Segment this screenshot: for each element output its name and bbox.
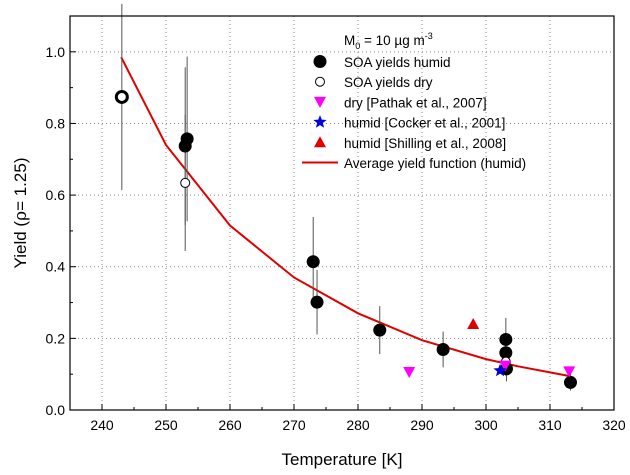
legend-symbol-open-circle	[315, 76, 325, 87]
marker-layer	[114, 89, 577, 389]
legend-symbol-filled-circle	[313, 55, 327, 68]
data-point-down-triangle	[499, 360, 512, 372]
data-point-filled-circle	[310, 295, 324, 309]
y-axis-title: Yield (ρ= 1.25)	[11, 158, 31, 269]
legend-label: SOA yields humid	[344, 55, 451, 70]
legend-symbol-down-triangle	[314, 96, 326, 108]
legend-entries: SOA yields humid SOA yields dry dry [Patha…	[302, 55, 526, 171]
y-axis-title-prefix: Yield (	[11, 221, 30, 269]
x-tick-label: 260	[218, 417, 242, 433]
y-tick-label: 0.0	[46, 402, 66, 418]
y-axis-title-suffix: = 1.25)	[11, 158, 30, 211]
x-tick-label: 320	[602, 417, 626, 433]
legend-label: SOA yields dry	[344, 75, 433, 90]
data-point-down-triangle	[563, 366, 576, 378]
data-point-star	[493, 363, 507, 377]
y-tick-label: 0.8	[46, 115, 66, 131]
x-tick-label: 240	[90, 417, 114, 433]
x-tick-label: 290	[410, 417, 434, 433]
y-tick-label: 1.0	[46, 44, 66, 60]
legend-header-rest: = 10 µg m	[360, 33, 424, 48]
ticks	[69, 15, 615, 411]
legend-symbol-star	[313, 115, 327, 128]
data-point-filled-circle	[436, 342, 450, 356]
legend-symbol-up-triangle	[314, 136, 326, 148]
data-point-up-triangle	[467, 318, 480, 330]
x-tick-label: 250	[154, 417, 178, 433]
legend-header: M0 = 10 µg m-3	[344, 31, 433, 51]
legend-label: dry [Pathak et al., 2007]	[344, 95, 487, 110]
legend-header-sup: -3	[425, 31, 433, 41]
grid	[70, 16, 614, 410]
data-point-filled-circle	[373, 323, 387, 337]
y-axis-title-rho: ρ	[11, 211, 31, 221]
legend-header-sub: 0	[355, 41, 360, 51]
x-tick-label: 270	[282, 417, 306, 433]
legend-label: humid [Shilling et al., 2008]	[344, 136, 506, 151]
data-point-filled-circle	[563, 375, 577, 389]
x-tick-label: 280	[346, 417, 370, 433]
legend-header-main: M	[344, 33, 355, 48]
tick-labels: 240 250 260 270 280 290 300 310 320 0.0 0.2 0.4 0.6 0…	[46, 44, 626, 433]
y-tick-label: 0.4	[46, 259, 66, 275]
x-axis-title: Temperature [K]	[282, 450, 403, 469]
data-point-filled-circle	[180, 132, 194, 146]
y-tick-label: 0.2	[46, 330, 66, 346]
data-point-filled-circle	[499, 332, 513, 346]
y-tick-label: 0.6	[46, 187, 66, 203]
legend-label: Average yield function (humid)	[344, 156, 526, 171]
legend-label: humid [Cocker et al., 2001]	[344, 116, 505, 131]
average-yield-curve	[120, 56, 570, 377]
x-tick-label: 310	[538, 417, 562, 433]
data-point-filled-circle	[499, 346, 513, 360]
data-point-open-circle	[180, 177, 191, 188]
plot-frame	[69, 15, 615, 411]
curve-layer	[120, 56, 570, 377]
x-tick-label: 300	[474, 417, 498, 433]
data-point-down-triangle	[403, 367, 416, 379]
data-point-open-circle	[114, 89, 129, 104]
data-point-filled-circle	[306, 255, 320, 269]
